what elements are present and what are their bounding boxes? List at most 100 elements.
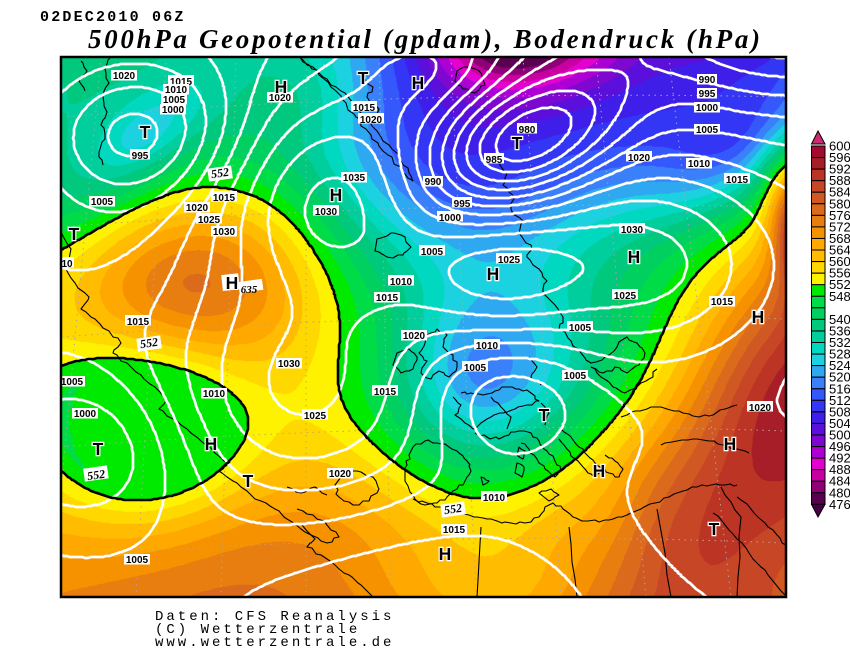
svg-text:H: H — [628, 247, 641, 267]
svg-text:488: 488 — [829, 462, 850, 477]
svg-text:995: 995 — [699, 89, 716, 100]
svg-text:985: 985 — [486, 155, 503, 166]
svg-text:596: 596 — [829, 150, 850, 165]
svg-text:1025: 1025 — [498, 255, 521, 266]
svg-text:T: T — [709, 519, 720, 539]
svg-text:560: 560 — [829, 254, 850, 269]
svg-text:1025: 1025 — [198, 215, 221, 226]
svg-text:1020: 1020 — [403, 331, 426, 342]
svg-text:1005: 1005 — [126, 555, 149, 566]
svg-text:1030: 1030 — [315, 207, 338, 218]
svg-text:T: T — [358, 68, 369, 88]
svg-text:1010: 1010 — [390, 277, 413, 288]
svg-text:552: 552 — [210, 165, 230, 181]
svg-text:1015: 1015 — [374, 387, 397, 398]
svg-text:H: H — [330, 185, 343, 205]
svg-text:H: H — [226, 273, 239, 293]
svg-text:1010: 1010 — [688, 159, 711, 170]
svg-text:1005: 1005 — [421, 247, 444, 258]
svg-text:1030: 1030 — [278, 359, 301, 370]
svg-text:492: 492 — [829, 451, 850, 466]
svg-text:H: H — [275, 77, 288, 97]
svg-text:588: 588 — [829, 173, 850, 188]
svg-text:T: T — [69, 224, 80, 244]
svg-text:480: 480 — [829, 485, 850, 500]
svg-text:H: H — [439, 544, 452, 564]
svg-text:520: 520 — [829, 370, 850, 385]
svg-text:1015: 1015 — [726, 175, 749, 186]
svg-text:1020: 1020 — [269, 93, 292, 104]
svg-text:1005: 1005 — [564, 371, 587, 382]
svg-text:990: 990 — [425, 177, 442, 188]
svg-text:580: 580 — [829, 196, 850, 211]
svg-text:1005: 1005 — [61, 377, 84, 388]
svg-text:1000: 1000 — [696, 103, 719, 114]
svg-text:635: 635 — [241, 284, 258, 296]
svg-text:02DEC2010 06Z: 02DEC2010 06Z — [40, 9, 186, 26]
svg-text:476: 476 — [829, 497, 850, 512]
svg-text:528: 528 — [829, 347, 850, 362]
svg-text:600: 600 — [829, 139, 850, 154]
svg-text:1005: 1005 — [696, 125, 719, 136]
svg-text:1015: 1015 — [443, 525, 466, 536]
svg-text:1025: 1025 — [614, 291, 637, 302]
svg-text:Daten: CFS Reanalysis: Daten: CFS Reanalysis — [155, 609, 394, 625]
svg-text:572: 572 — [829, 219, 850, 234]
svg-text:536: 536 — [829, 324, 850, 339]
svg-text:1005: 1005 — [569, 323, 592, 334]
svg-text:1000: 1000 — [439, 213, 462, 224]
svg-text:1005: 1005 — [464, 363, 487, 374]
svg-text:H: H — [412, 73, 425, 93]
svg-text:1015: 1015 — [127, 317, 150, 328]
svg-text:552: 552 — [443, 501, 463, 517]
svg-text:552: 552 — [139, 335, 159, 351]
svg-text:1020: 1020 — [628, 153, 651, 164]
svg-text:1015: 1015 — [170, 77, 193, 88]
svg-text:508: 508 — [829, 404, 850, 419]
svg-text:592: 592 — [829, 162, 850, 177]
svg-text:H: H — [487, 264, 500, 284]
svg-text:1015: 1015 — [353, 103, 376, 114]
svg-text:1035: 1035 — [343, 173, 366, 184]
svg-text:548: 548 — [829, 289, 850, 304]
svg-text:500hPa Geopotential (gpdam), B: 500hPa Geopotential (gpdam), Bodendruck … — [88, 24, 760, 54]
svg-text:1020: 1020 — [113, 71, 136, 82]
svg-text:995: 995 — [454, 199, 471, 210]
svg-text:H: H — [724, 434, 737, 454]
svg-text:500: 500 — [829, 428, 850, 443]
svg-text:1025: 1025 — [304, 411, 327, 422]
svg-text:1010: 1010 — [483, 493, 506, 504]
svg-text:1020: 1020 — [749, 403, 772, 414]
svg-text:484: 484 — [829, 474, 850, 489]
svg-text:496: 496 — [829, 439, 850, 454]
svg-text:576: 576 — [829, 208, 850, 223]
svg-text:532: 532 — [829, 335, 850, 350]
svg-text:1030: 1030 — [213, 227, 236, 238]
svg-text:504: 504 — [829, 416, 850, 431]
svg-text:H: H — [205, 434, 218, 454]
svg-text:T: T — [140, 122, 151, 142]
svg-text:564: 564 — [829, 243, 850, 258]
svg-text:1015: 1015 — [213, 193, 236, 204]
svg-text:516: 516 — [829, 381, 850, 396]
svg-text:1010: 1010 — [203, 389, 226, 400]
svg-text:512: 512 — [829, 393, 850, 408]
svg-text:10: 10 — [61, 259, 73, 270]
svg-text:1000: 1000 — [162, 105, 185, 116]
svg-text:568: 568 — [829, 231, 850, 246]
svg-text:1005: 1005 — [163, 95, 186, 106]
svg-text:1020: 1020 — [329, 469, 352, 480]
svg-text:www.wetterzentrale.de: www.wetterzentrale.de — [155, 635, 394, 651]
svg-text:552: 552 — [86, 467, 106, 483]
svg-text:T: T — [539, 405, 550, 425]
svg-text:T: T — [93, 439, 104, 459]
svg-text:1005: 1005 — [91, 197, 114, 208]
svg-text:(C) Wetterzentrale: (C) Wetterzentrale — [155, 622, 360, 638]
svg-text:995: 995 — [132, 151, 149, 162]
svg-text:1000: 1000 — [74, 409, 97, 420]
svg-text:1030: 1030 — [621, 225, 644, 236]
svg-text:1010: 1010 — [476, 341, 499, 352]
svg-text:1015: 1015 — [376, 293, 399, 304]
svg-text:T: T — [243, 471, 254, 491]
svg-text:552: 552 — [829, 277, 850, 292]
